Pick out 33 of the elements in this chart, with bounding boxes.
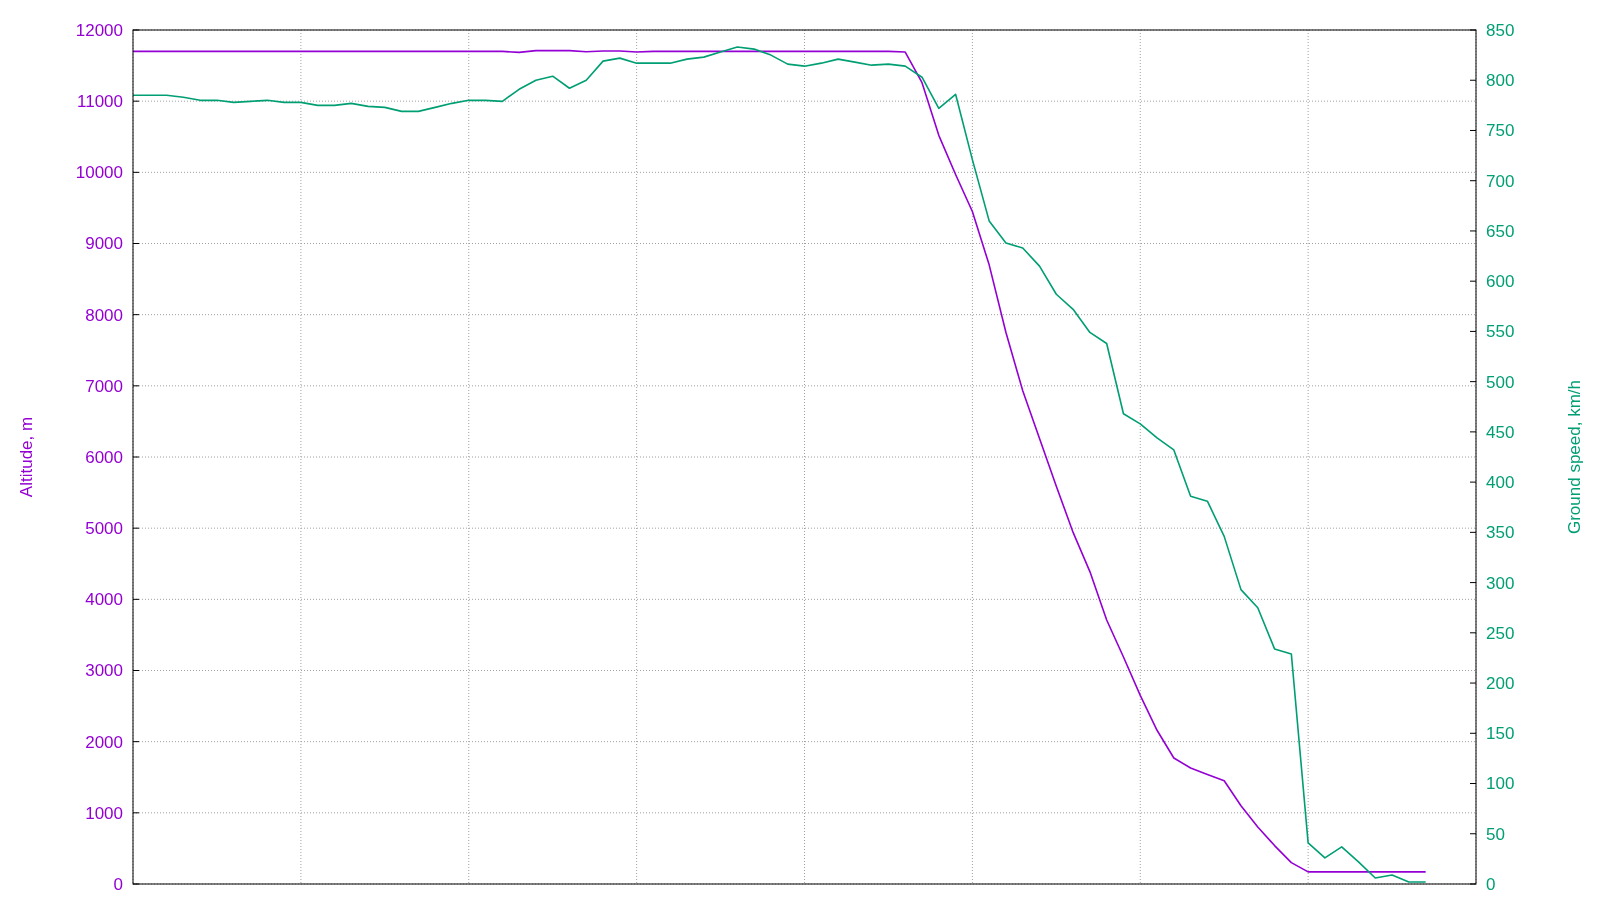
- y2-tick-label: 300: [1486, 573, 1515, 593]
- y2-tick-label: 150: [1486, 724, 1515, 744]
- y2-tick-label: 400: [1486, 473, 1515, 493]
- y-tick-label: 9000: [85, 234, 123, 254]
- y2-tick-label: 550: [1486, 322, 1515, 342]
- y2-tick-label: 450: [1486, 422, 1515, 442]
- y2-tick-label: 250: [1486, 623, 1515, 643]
- y-tick-label: 11000: [76, 92, 123, 112]
- y2-tick-label: 0: [1486, 874, 1496, 894]
- y-tick-label: 1000: [85, 803, 123, 823]
- y2-tick-label: 700: [1486, 171, 1515, 191]
- y-tick-label: 12000: [75, 20, 123, 40]
- y2-tick-label: 50: [1486, 824, 1505, 844]
- y-tick-label: 3000: [85, 661, 123, 681]
- y-axis-title: Altitude, m: [17, 416, 36, 498]
- y2-tick-label: 200: [1486, 674, 1515, 694]
- y-tick-label: 4000: [85, 590, 123, 610]
- y2-tick-label: 850: [1486, 20, 1515, 40]
- y-tick-label: 8000: [85, 305, 123, 325]
- y-tick-label: 5000: [85, 519, 123, 539]
- y2-axis-title: Ground speed, km/h: [1565, 379, 1584, 535]
- y2-tick-label: 100: [1486, 774, 1515, 794]
- y-tick-label: 7000: [85, 376, 123, 396]
- y2-tick-label: 600: [1486, 272, 1515, 292]
- y-tick-label: 6000: [85, 447, 123, 467]
- y-tick-label: 0: [113, 874, 123, 894]
- y2-tick-label: 350: [1486, 523, 1515, 543]
- y-tick-label: 2000: [85, 732, 123, 752]
- y-tick-label: 10000: [75, 163, 123, 183]
- y2-tick-label: 500: [1486, 372, 1515, 392]
- y2-tick-label: 650: [1486, 221, 1515, 241]
- y2-tick-label: 800: [1486, 71, 1515, 91]
- y2-tick-label: 750: [1486, 121, 1515, 141]
